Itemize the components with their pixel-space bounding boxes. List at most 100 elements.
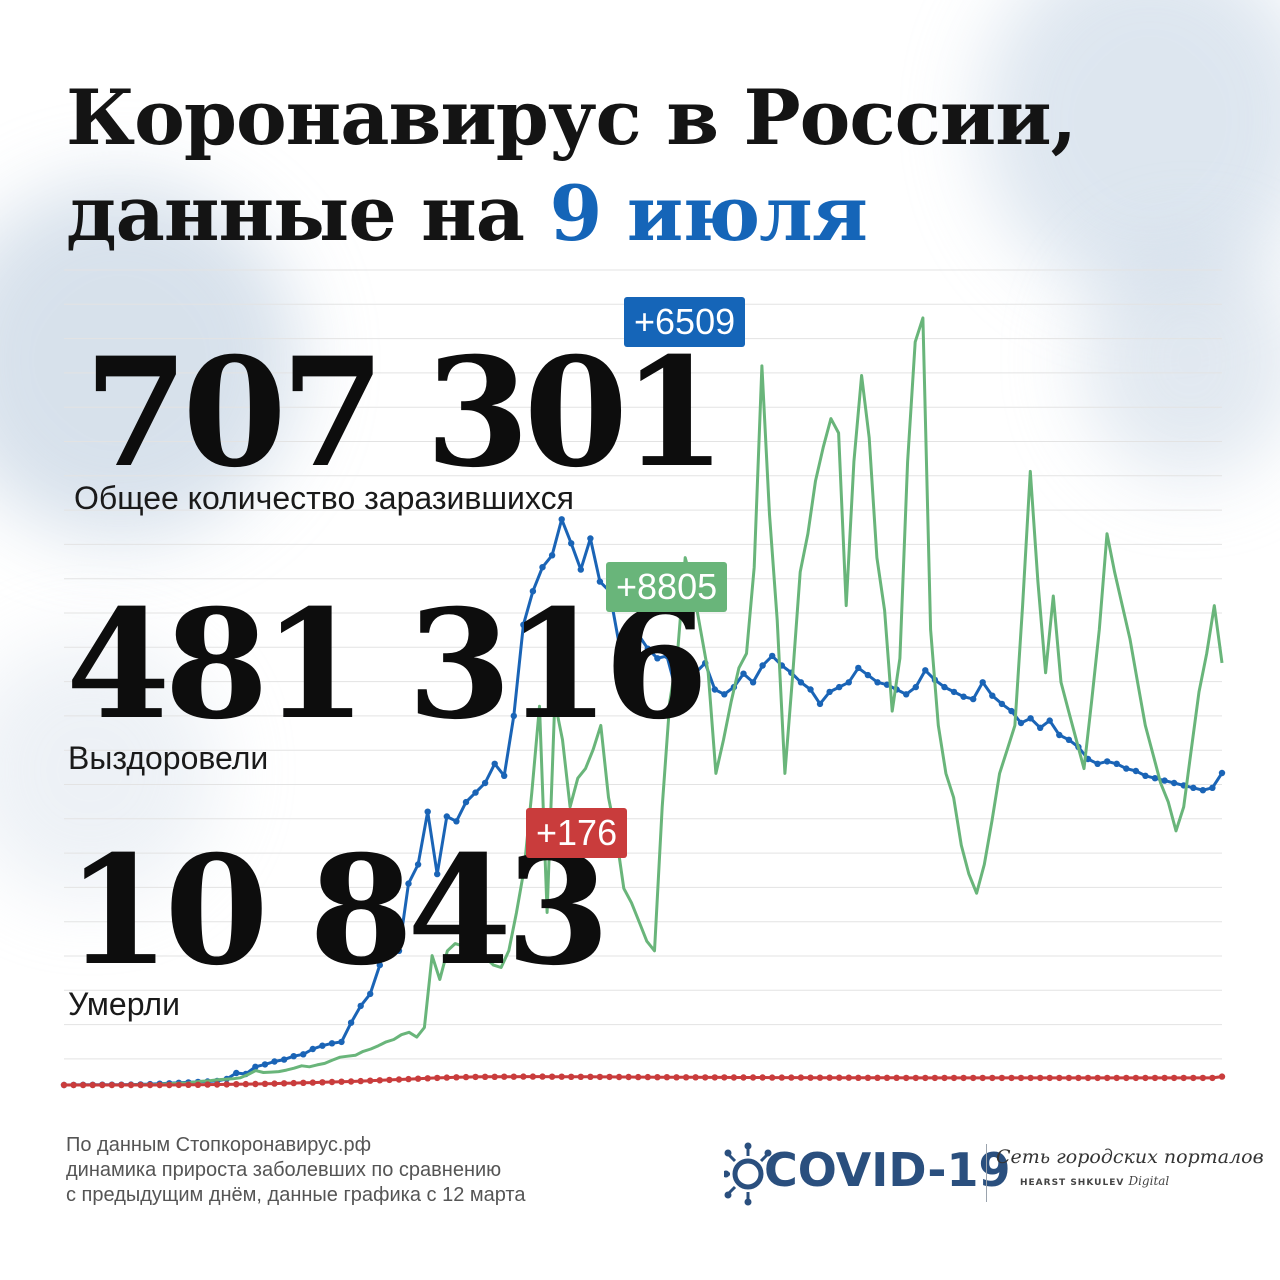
- data-point: [290, 1053, 297, 1060]
- data-point: [587, 1073, 594, 1081]
- data-point: [367, 1077, 374, 1084]
- data-point: [1123, 765, 1130, 772]
- data-point: [395, 947, 403, 954]
- data-point: [883, 1074, 891, 1082]
- data-point: [625, 659, 632, 667]
- data-point: [280, 1080, 288, 1087]
- data-point: [1209, 1074, 1216, 1082]
- data-point: [855, 664, 862, 672]
- data-point: [252, 1063, 259, 1071]
- data-point: [1190, 1074, 1197, 1082]
- partner-brand-suffix: Digital: [1128, 1174, 1170, 1188]
- data-point: [769, 1074, 776, 1081]
- data-point: [1027, 1074, 1034, 1082]
- data-point: [864, 671, 872, 679]
- data-point: [625, 1073, 632, 1081]
- data-point: [424, 808, 431, 815]
- data-point: [635, 631, 642, 638]
- data-point: [453, 1074, 460, 1081]
- data-point: [338, 1078, 345, 1085]
- data-point: [491, 1073, 498, 1081]
- infected-total: 707 301: [84, 325, 726, 501]
- deaths-total: 10 843: [66, 823, 610, 999]
- data-point: [328, 1040, 336, 1047]
- data-point: [491, 760, 498, 767]
- data-point: [568, 1073, 575, 1081]
- partner-brand-name: HEARST SHKULEV: [1020, 1178, 1125, 1188]
- data-point: [319, 1079, 326, 1086]
- data-point: [826, 1074, 833, 1081]
- deaths-delta-badge: +176: [526, 808, 628, 858]
- data-point: [414, 1075, 422, 1082]
- data-point: [1199, 787, 1207, 794]
- data-point: [922, 1074, 929, 1082]
- data-point: [481, 1073, 489, 1081]
- data-point: [108, 1081, 116, 1089]
- data-point: [816, 1074, 824, 1081]
- data-point: [194, 1081, 202, 1089]
- source-note: По данным Стопкоронавирус.рф динамика пр…: [66, 1133, 526, 1208]
- data-point: [836, 683, 843, 691]
- infected-delta-badge: +6509: [624, 297, 746, 347]
- title-date: 9 июля: [549, 169, 868, 258]
- data-point: [328, 1078, 336, 1086]
- recovered-delta-badge: +8805: [606, 562, 728, 612]
- data-point: [711, 686, 718, 693]
- data-point: [960, 693, 967, 700]
- data-point: [970, 695, 977, 703]
- data-point: [434, 870, 441, 878]
- data-point: [1161, 777, 1168, 784]
- data-point: [233, 1081, 240, 1088]
- data-point: [702, 1074, 709, 1081]
- data-point: [577, 566, 584, 573]
- data-point: [759, 1074, 766, 1081]
- data-point: [558, 516, 565, 523]
- data-point: [989, 1074, 996, 1082]
- data-point: [721, 1074, 728, 1081]
- data-point: [453, 818, 460, 825]
- data-point: [807, 1074, 814, 1081]
- data-point: [845, 679, 852, 686]
- data-point: [692, 1074, 699, 1081]
- data-point: [405, 1075, 412, 1083]
- data-point: [941, 1074, 948, 1082]
- data-point: [596, 578, 604, 585]
- data-point: [950, 1074, 958, 1082]
- data-point: [673, 1074, 680, 1081]
- data-point: [730, 1074, 738, 1081]
- data-point: [950, 688, 958, 696]
- data-point: [175, 1081, 182, 1089]
- infected-label: Общее количество заразившихся: [74, 480, 574, 516]
- data-point: [443, 813, 450, 820]
- data-point: [893, 1074, 900, 1082]
- background-decoration: [0, 640, 220, 900]
- title-line-2-prefix: данные на: [66, 169, 525, 258]
- data-point: [912, 1074, 919, 1082]
- title-line-1: Коронавирус в России,: [66, 73, 1077, 162]
- data-point: [596, 1073, 604, 1081]
- data-point: [1046, 1074, 1053, 1082]
- data-point: [520, 1073, 527, 1080]
- data-point: [922, 667, 929, 674]
- data-point: [357, 1077, 364, 1085]
- data-point: [395, 1076, 403, 1083]
- data-point: [137, 1081, 144, 1089]
- data-point: [1084, 1074, 1092, 1082]
- data-point: [1209, 784, 1216, 791]
- data-point: [501, 1073, 508, 1080]
- data-point: [979, 1074, 986, 1082]
- data-point: [386, 1076, 393, 1084]
- source-line-1: По данным Стопкоронавирус.рф: [66, 1134, 372, 1156]
- data-point: [721, 691, 728, 698]
- data-point: [127, 1081, 135, 1089]
- data-point: [864, 1074, 872, 1082]
- background-decoration: [0, 180, 300, 540]
- data-point: [1017, 1074, 1025, 1082]
- data-point: [357, 1002, 364, 1010]
- data-point: [510, 1073, 517, 1080]
- partner-brand: HEARST SHKULEV Digital: [1020, 1174, 1169, 1188]
- data-point: [769, 652, 776, 660]
- data-point: [1008, 1074, 1015, 1082]
- data-point: [242, 1080, 249, 1088]
